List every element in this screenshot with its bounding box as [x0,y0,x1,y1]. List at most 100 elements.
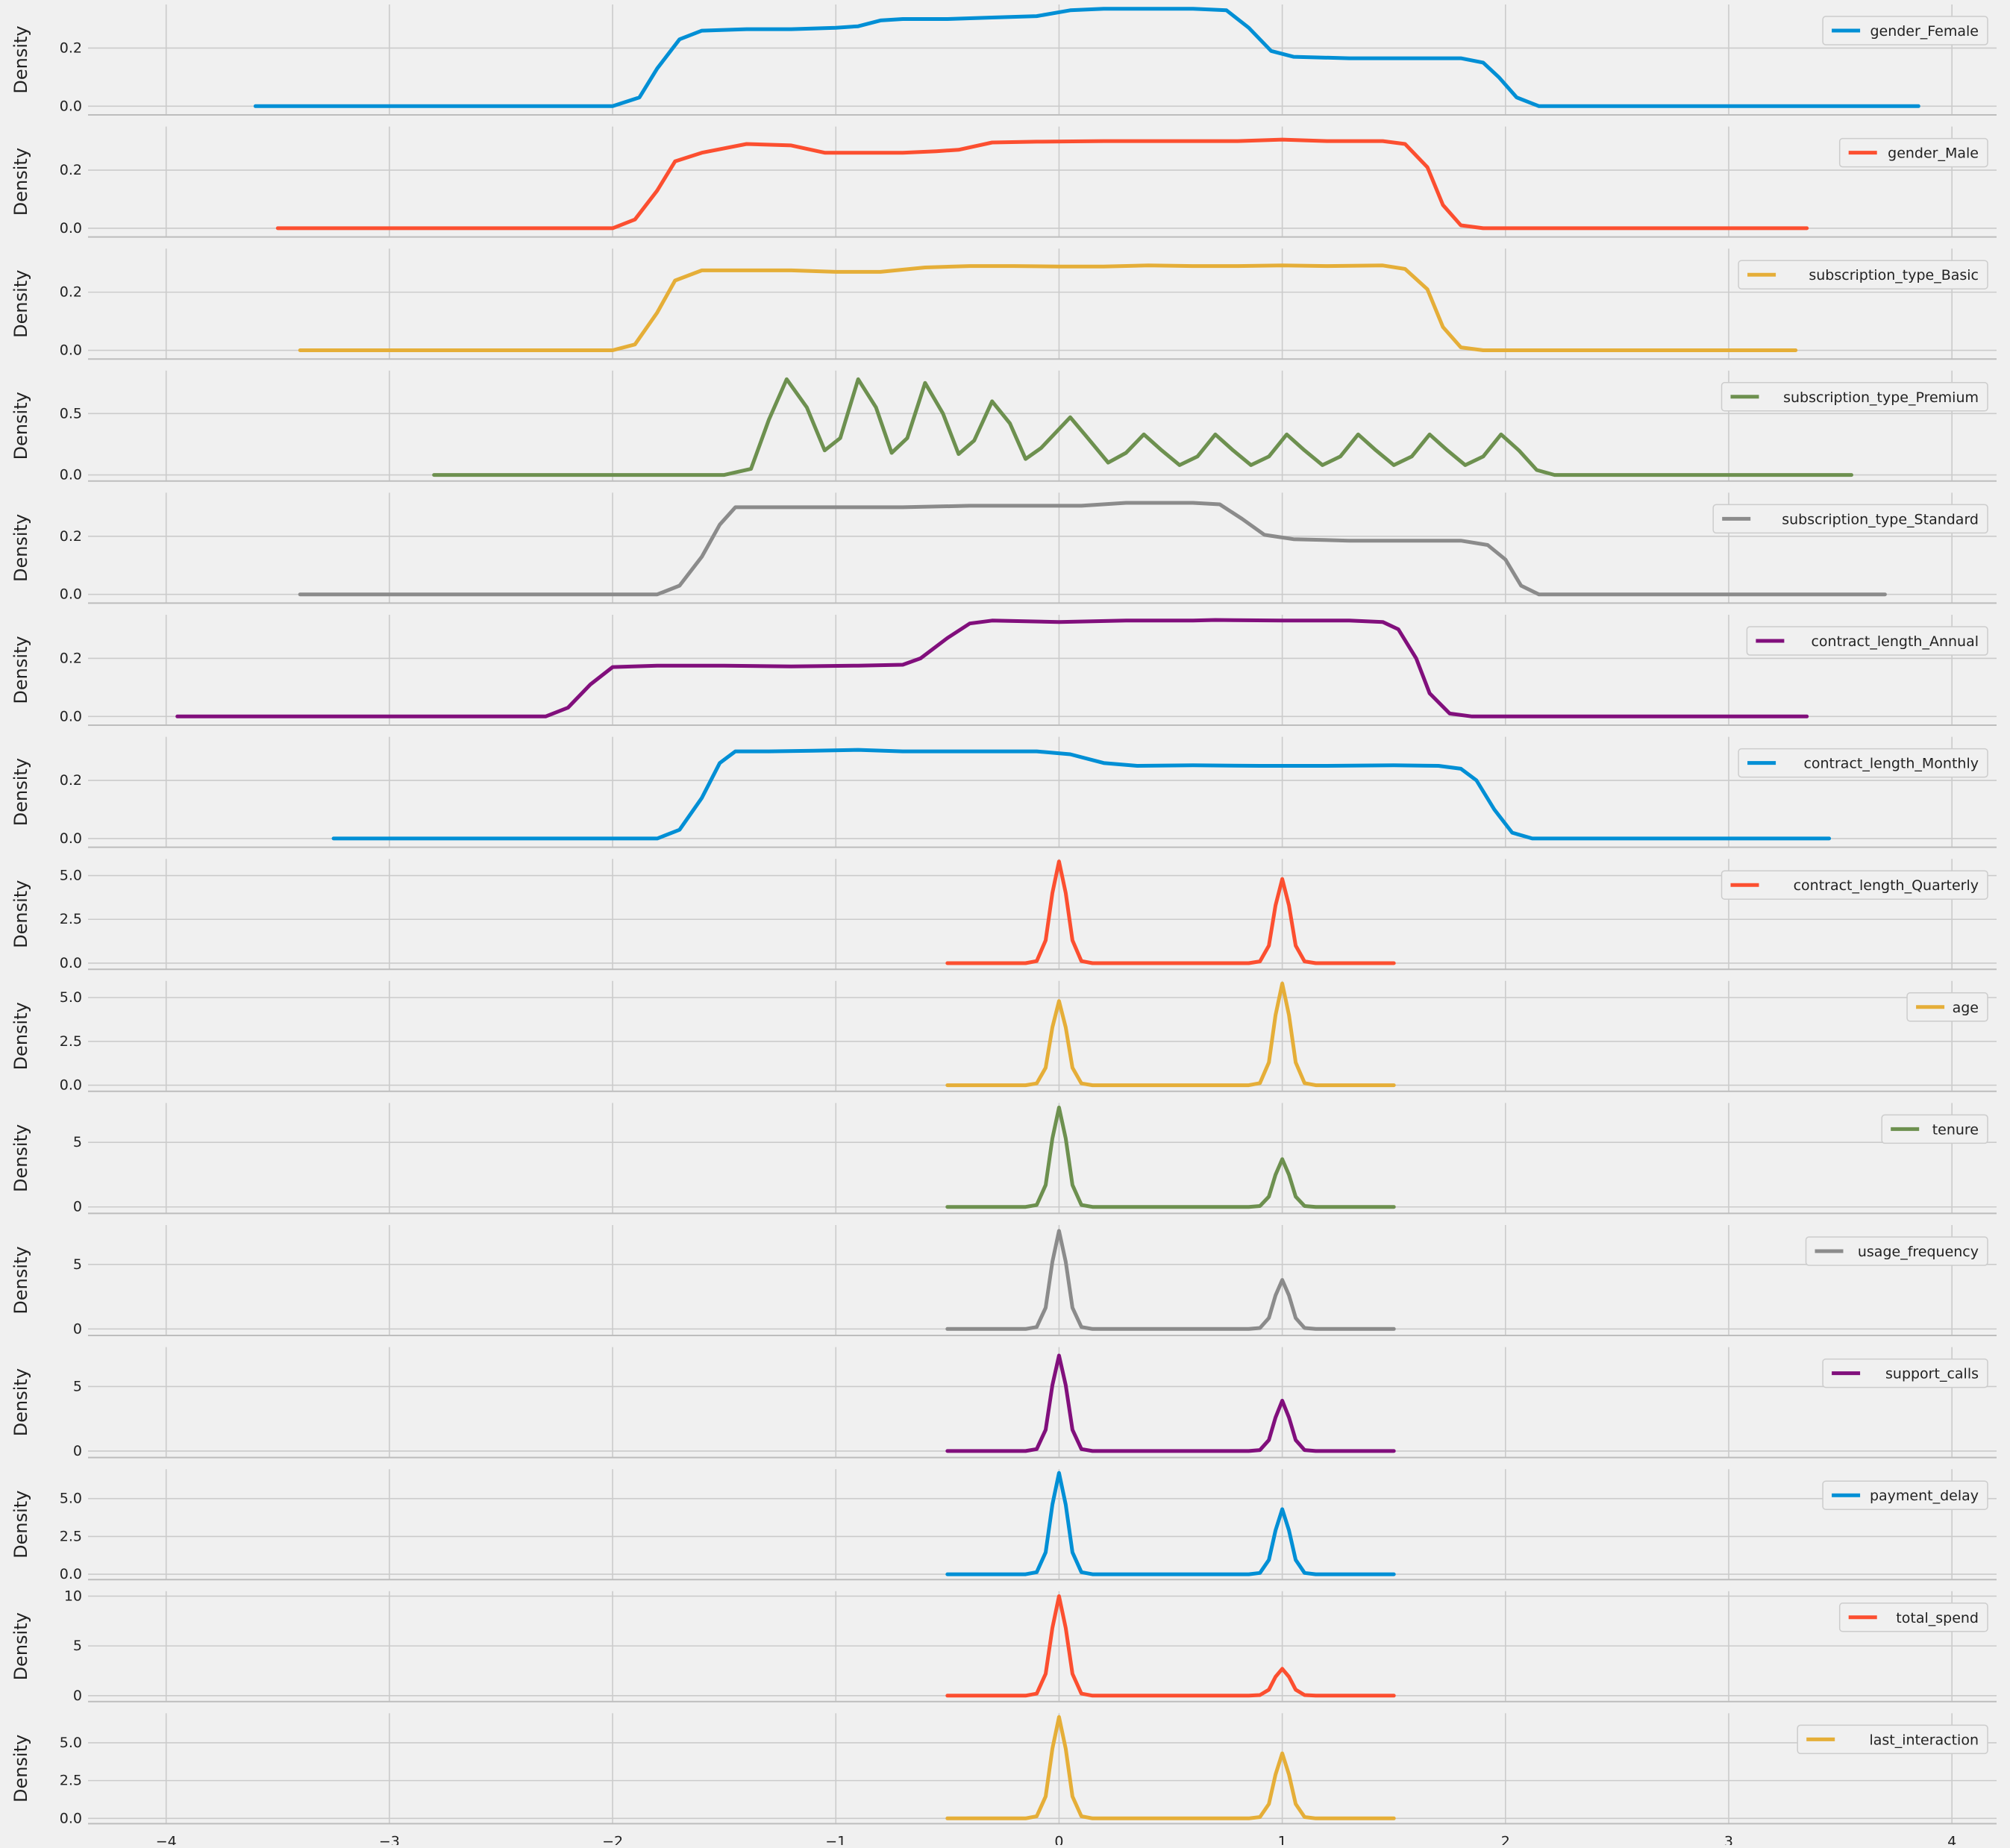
legend-box [1797,1724,1988,1755]
subplot-contract_length_Annual: 0.0 0.2 Density contract_length_Annual [10,615,1997,726]
density-line-subscription_type_Basic [298,263,1798,352]
y-tick-label: 5.0 [60,989,82,1006]
y-tick-label: 0.2 [60,162,82,178]
legend-box [1712,504,1988,534]
legend-label: contract_length_Quarterly [1794,877,1979,894]
y-tick-label: 2.5 [60,1033,82,1050]
subplot-gender_Male: 0.0 0.2 Density gender_Male [10,126,1997,238]
subplot-payment_delay: 0.0 2.5 5.0 Density payment_delay [10,1469,1997,1582]
density-line-support_calls [945,1353,1396,1453]
y-axis-label: Density [10,1246,31,1314]
legend-label: subscription_type_Basic [1809,267,1979,284]
y-tick-label: 5 [73,1134,82,1150]
y-axis-label: Density [10,25,31,93]
subplot-subscription_type_Standard: 0.0 0.2 Density subscription_type_Standard [10,492,1997,604]
y-tick-label: 0 [73,1443,82,1459]
y-tick-label: 0.2 [60,772,82,789]
x-tick-label: −4 [156,1833,177,1845]
y-tick-label: 0.0 [60,586,82,603]
density-line-subscription_type_Standard [298,501,1887,597]
y-tick-label: 0 [73,1688,82,1704]
x-tick-label: 2 [1501,1833,1510,1845]
density-line-gender_Female [253,7,1920,108]
density-line-total_spend [945,1594,1396,1698]
legend-label: contract_length_Annual [1811,633,1979,650]
y-axis-label: Density [10,636,31,704]
subplot-support_calls: 0 5 Density support_calls [10,1347,1997,1459]
legend-label: subscription_type_Standard [1782,511,1979,527]
legend-label: payment_delay [1870,1488,1979,1504]
legend-label: last_interaction [1869,1732,1979,1748]
x-tick-label: 3 [1724,1833,1733,1845]
subplot-last_interaction: 0.0 2.5 5.0 Density last_interaction −4 −3 −2 −1… [10,1713,1997,1848]
legend-gender_Female: gender_Female [1822,16,1988,46]
subplot-contract_length_Monthly: 0.0 0.2 Density contract_length_Monthly [10,736,1997,848]
y-tick-label: 5 [73,1638,82,1654]
subplot-tenure: 0 5 Density tenure [10,1103,1997,1215]
y-tick-label: 0.5 [60,405,82,422]
y-axis-label: Density [10,1735,31,1802]
x-tick-label: −1 [825,1833,846,1845]
legend-label: gender_Female [1870,23,1979,40]
legend-box [1721,382,1988,412]
y-tick-label: 0.0 [60,955,82,971]
legend-label: tenure [1932,1121,1979,1138]
y-axis-label: Density [10,1002,31,1070]
legend-payment_delay: payment_delay [1822,1480,1988,1510]
legend-box [1838,137,1988,168]
subplot-contract_length_Quarterly: 0.0 2.5 5.0 Density contract_length_Quarterl… [10,859,1997,971]
subplot-subscription_type_Premium: 0.0 0.5 Density subscription_type_Premium [10,370,1997,483]
y-tick-label: 10 [64,1588,82,1604]
y-tick-label: 0.0 [60,1810,82,1826]
legend-box [1822,1358,1988,1388]
legend-box [1721,870,1988,900]
y-tick-label: 2.5 [60,1528,82,1544]
y-tick-label: 5 [73,1378,82,1394]
y-tick-label: 0.0 [60,467,82,483]
legend-label: subscription_type_Premium [1783,389,1979,406]
legend-subscription_type_Basic: subscription_type_Basic [1738,260,1988,289]
legend-usage_frequency: usage_frequency [1805,1236,1988,1266]
y-axis-label: Density [10,392,31,460]
y-axis-label: Density [10,270,31,338]
y-tick-label: 2.5 [60,1773,82,1789]
subplot-usage_frequency: 0 5 Density usage_frequency [10,1225,1997,1337]
y-tick-label: 2.5 [60,911,82,927]
legend-support_calls: support_calls [1822,1358,1988,1388]
y-tick-label: 0.2 [60,40,82,56]
legend-subscription_type_Standard: subscription_type_Standard [1712,504,1988,534]
y-tick-label: 0 [73,1321,82,1337]
legend-box [1881,1114,1988,1144]
y-axis-label: Density [10,148,31,216]
x-tick-label: −3 [379,1833,400,1845]
legend-box [1822,1480,1988,1510]
y-axis-label: Density [10,1368,31,1436]
legend-age: age [1906,992,1988,1022]
subplot-subscription_type_Basic: 0.0 0.2 Density subscription_type_Basic [10,248,1997,360]
subplot-age: 0.0 2.5 5.0 Density age [10,980,1997,1094]
density-line-gender_Male [275,137,1809,231]
legend-contract_length_Monthly: contract_length_Monthly [1738,748,1988,778]
density-line-subscription_type_Premium [432,377,1853,477]
y-tick-label: 0.0 [60,1077,82,1094]
y-axis-label: Density [10,1124,31,1192]
density-line-tenure [945,1106,1396,1209]
legend-tenure: tenure [1881,1114,1988,1144]
x-tick-label: 1 [1278,1833,1287,1845]
x-tick-label: 0 [1054,1833,1063,1845]
density-line-contract_length_Annual [175,618,1809,718]
legend-box [1906,992,1988,1022]
y-axis-label: Density [10,1612,31,1680]
density-line-usage_frequency [945,1229,1396,1331]
legend-last_interaction: last_interaction [1797,1724,1988,1755]
y-tick-label: 0.2 [60,528,82,545]
legend-contract_length_Quarterly: contract_length_Quarterly [1721,870,1988,900]
legend-box [1738,260,1988,289]
legend-contract_length_Annual: contract_length_Annual [1746,626,1988,656]
subplot-total_spend: 0 5 10 Density total_spend [10,1588,1997,1704]
legend-total_spend: total_spend [1838,1603,1988,1632]
legend-box [1746,626,1988,656]
y-tick-label: 0.0 [60,220,82,237]
subplot-gender_Female: 0.0 0.2 Density gender_Female [10,4,1997,116]
